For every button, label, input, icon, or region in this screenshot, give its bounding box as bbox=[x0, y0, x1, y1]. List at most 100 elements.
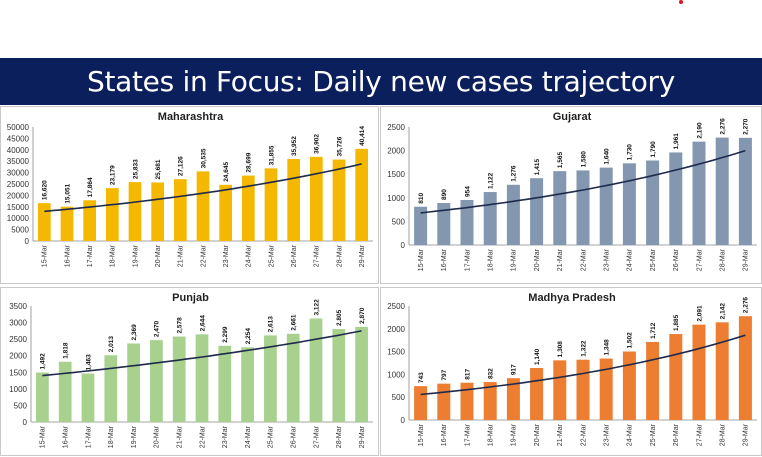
data-label: 1,712 bbox=[650, 322, 657, 339]
data-label: 2,578 bbox=[177, 317, 184, 334]
y-tick-label: 1000 bbox=[387, 194, 405, 203]
y-tick-label: 35000 bbox=[7, 157, 30, 166]
chart-title: Gujarat bbox=[553, 111, 592, 123]
x-tick-label: 18-Mar bbox=[488, 423, 495, 446]
bar bbox=[414, 386, 428, 420]
data-label: 817 bbox=[464, 369, 471, 380]
y-tick-label: 1000 bbox=[387, 370, 405, 379]
bar bbox=[553, 360, 567, 420]
bar bbox=[36, 372, 49, 422]
bar bbox=[172, 336, 186, 422]
data-label: 890 bbox=[441, 189, 448, 200]
x-tick-label: 29-Mar bbox=[359, 244, 366, 267]
data-label: 954 bbox=[464, 186, 471, 197]
data-label: 1,492 bbox=[40, 353, 47, 370]
bar bbox=[286, 333, 300, 422]
y-tick-label: 20000 bbox=[7, 191, 30, 200]
x-tick-label: 28-Mar bbox=[720, 423, 727, 446]
x-tick-label: 16-Mar bbox=[441, 248, 448, 271]
y-tick-label: 3000 bbox=[9, 319, 27, 328]
data-label: 31,855 bbox=[268, 145, 275, 165]
data-label: 35,726 bbox=[336, 136, 343, 156]
data-label: 36,902 bbox=[314, 134, 321, 154]
bar bbox=[530, 178, 544, 245]
bar bbox=[196, 171, 210, 241]
data-label: 28,699 bbox=[246, 152, 253, 172]
bar bbox=[241, 347, 254, 422]
data-label: 2,369 bbox=[131, 324, 138, 341]
bar bbox=[506, 184, 520, 245]
y-tick-label: 500 bbox=[14, 401, 28, 410]
data-label: 2,870 bbox=[359, 307, 366, 324]
data-label: 1,818 bbox=[63, 342, 70, 359]
y-tick-label: 2500 bbox=[387, 302, 405, 311]
red-dot-marker bbox=[679, 0, 683, 4]
y-tick-label: 1000 bbox=[9, 385, 27, 394]
bar bbox=[622, 163, 636, 245]
y-tick-label: 25000 bbox=[7, 180, 30, 189]
x-tick-label: 25-Mar bbox=[650, 248, 657, 271]
x-tick-label: 29-Mar bbox=[359, 425, 366, 448]
x-tick-label: 21-Mar bbox=[557, 423, 564, 446]
chart-title: Punjab bbox=[172, 292, 209, 304]
chart-title: Maharashtra bbox=[158, 111, 224, 123]
bar bbox=[646, 341, 660, 420]
bar bbox=[576, 359, 590, 420]
data-label: 2,142 bbox=[720, 303, 727, 320]
x-tick-label: 21-Mar bbox=[178, 244, 185, 267]
x-tick-label: 27-Mar bbox=[696, 423, 703, 446]
x-tick-label: 15-Mar bbox=[418, 423, 425, 446]
data-label: 2,190 bbox=[696, 122, 703, 139]
trend-line bbox=[44, 163, 362, 213]
x-tick-label: 26-Mar bbox=[291, 244, 298, 267]
data-label: 2,276 bbox=[720, 118, 727, 135]
bar bbox=[105, 188, 119, 241]
bar bbox=[599, 167, 613, 245]
bar bbox=[104, 355, 118, 422]
y-tick-label: 500 bbox=[392, 217, 406, 226]
x-tick-label: 25-Mar bbox=[650, 423, 657, 446]
bar bbox=[173, 179, 187, 241]
bar bbox=[219, 184, 233, 241]
x-tick-label: 29-Mar bbox=[743, 248, 750, 271]
bar bbox=[738, 137, 752, 245]
bar bbox=[483, 382, 497, 420]
data-label: 1,122 bbox=[488, 172, 495, 189]
bar bbox=[81, 373, 95, 422]
x-tick-label: 28-Mar bbox=[336, 244, 343, 267]
x-tick-label: 20-Mar bbox=[155, 244, 162, 267]
data-label: 743 bbox=[418, 372, 425, 383]
bar bbox=[264, 168, 278, 241]
data-label: 2,470 bbox=[154, 320, 161, 337]
data-label: 2,299 bbox=[222, 326, 229, 343]
trend-line bbox=[42, 330, 362, 377]
data-label: 2,276 bbox=[743, 297, 750, 314]
x-tick-label: 26-Mar bbox=[673, 248, 680, 271]
x-tick-label: 20-Mar bbox=[534, 248, 541, 271]
bar bbox=[692, 141, 706, 245]
bar bbox=[553, 171, 567, 245]
y-tick-label: 1500 bbox=[9, 368, 27, 377]
y-tick-label: 1500 bbox=[387, 170, 405, 179]
data-label: 1,730 bbox=[627, 144, 634, 161]
data-label: 1,463 bbox=[85, 354, 92, 371]
chart-maharashtra: Maharashtra 0 5000 10000 15000 20000 25000 3000… bbox=[7, 111, 373, 267]
y-tick-label: 2500 bbox=[387, 123, 405, 132]
bar bbox=[715, 137, 729, 245]
data-label: 1,140 bbox=[534, 348, 541, 365]
data-label: 27,126 bbox=[178, 156, 185, 176]
x-tick-label: 16-Mar bbox=[64, 244, 71, 267]
bar bbox=[60, 206, 74, 241]
bar bbox=[332, 159, 346, 241]
y-tick-label: 40000 bbox=[7, 146, 30, 155]
x-tick-label: 27-Mar bbox=[314, 244, 321, 267]
data-label: 1,322 bbox=[580, 340, 587, 357]
x-tick-label: 19-Mar bbox=[131, 425, 138, 448]
bar bbox=[287, 159, 301, 241]
x-tick-label: 24-Mar bbox=[245, 425, 252, 448]
y-tick-label: 1500 bbox=[387, 348, 405, 357]
y-tick-label: 45000 bbox=[7, 134, 30, 143]
x-tick-label: 22-Mar bbox=[580, 423, 587, 446]
bar bbox=[669, 152, 683, 245]
x-tick-label: 18-Mar bbox=[110, 244, 117, 267]
